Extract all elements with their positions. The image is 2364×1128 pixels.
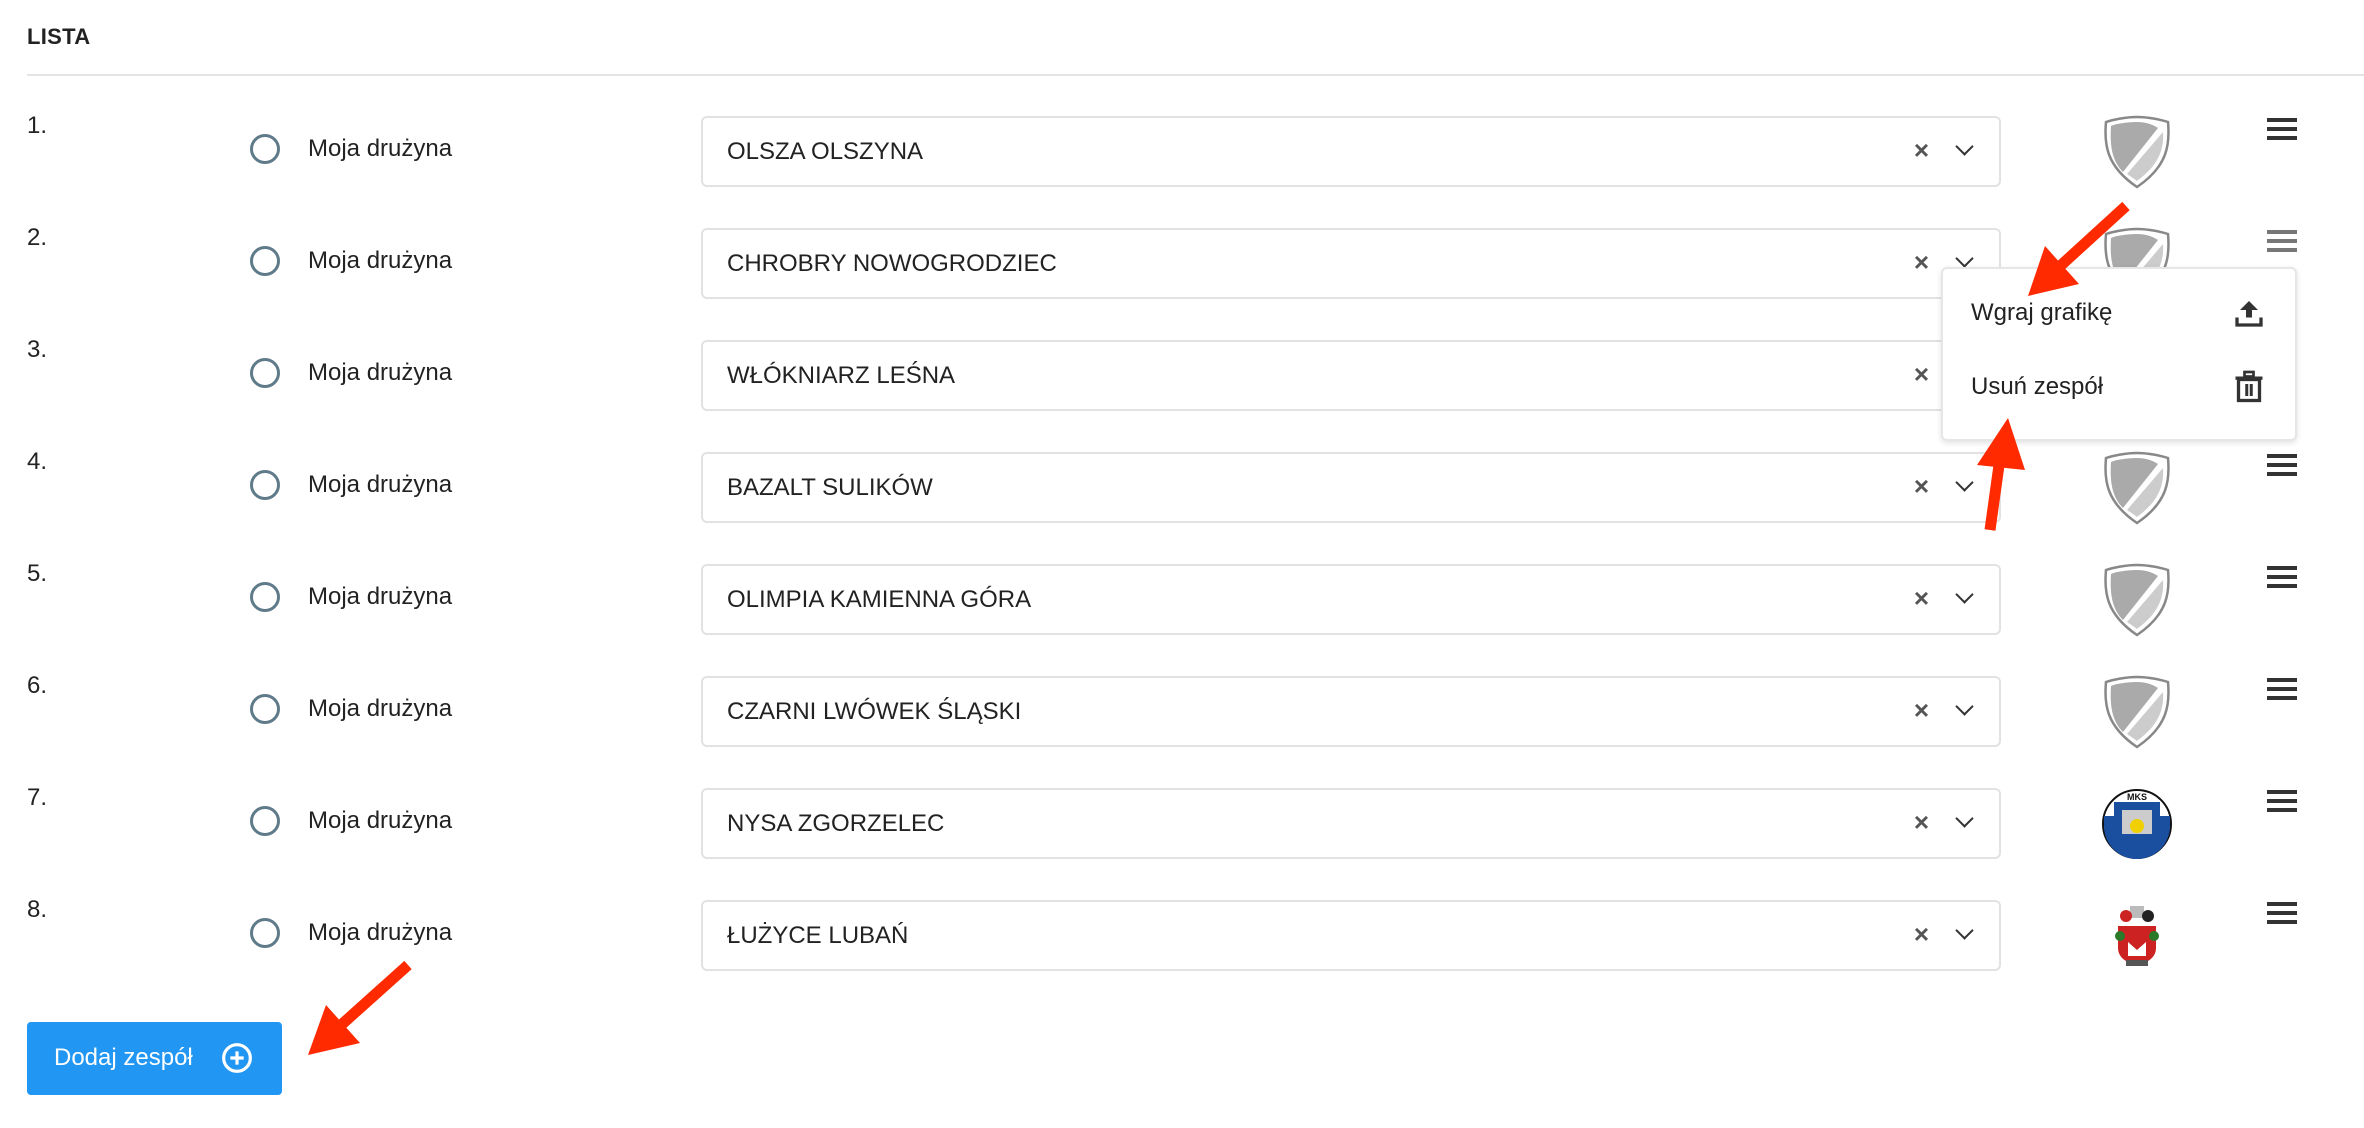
nysa-crest-icon: MKS <box>2102 789 2172 859</box>
my-team-label: Moja drużyna <box>308 135 453 162</box>
context-menu: Wgraj grafikę Usuń zespół <box>1941 267 2297 441</box>
team-number: 6. <box>27 672 48 699</box>
hamburger-menu-icon[interactable] <box>2267 902 2297 926</box>
my-team-radio[interactable] <box>250 694 280 724</box>
team-number: 4. <box>27 448 48 475</box>
team-select[interactable]: OLSZA OLSZYNA × <box>701 116 2001 187</box>
clear-icon[interactable]: × <box>1913 471 1929 501</box>
divider <box>27 74 2364 76</box>
team-crest <box>2100 114 2174 190</box>
my-team-radio[interactable] <box>250 246 280 276</box>
hamburger-menu-icon[interactable] <box>2267 566 2297 590</box>
my-team-label: Moja drużyna <box>308 471 453 498</box>
trash-icon <box>2235 370 2263 403</box>
svg-text:MKS: MKS <box>2127 792 2147 802</box>
default-crest-icon <box>2104 115 2170 189</box>
team-crest <box>2100 674 2174 750</box>
my-team-label: Moja drużyna <box>308 359 453 386</box>
team-select[interactable]: BAZALT SULIKÓW × <box>701 452 2001 523</box>
team-row: 8. Moja drużyna ŁUŻYCE LUBAŃ × <box>0 896 2364 974</box>
add-team-button[interactable]: Dodaj zespół <box>27 1022 282 1095</box>
my-team-label: Moja drużyna <box>308 247 453 274</box>
team-crest: MKS <box>2100 786 2174 862</box>
chevron-down-icon[interactable] <box>1955 137 1974 156</box>
team-row: 6. Moja drużyna CZARNI LWÓWEK ŚLĄSKI × <box>0 672 2364 750</box>
my-team-radio[interactable] <box>250 134 280 164</box>
team-select[interactable]: WŁÓKNIARZ LEŚNA × <box>701 340 2001 411</box>
team-select[interactable]: OLIMPIA KAMIENNA GÓRA × <box>701 564 2001 635</box>
team-select[interactable]: ŁUŻYCE LUBAŃ × <box>701 900 2001 971</box>
hamburger-menu-icon[interactable] <box>2267 454 2297 478</box>
my-team-radio[interactable] <box>250 582 280 612</box>
my-team-radio[interactable] <box>250 470 280 500</box>
menu-item-upload-graphic[interactable]: Wgraj grafikę <box>1943 279 2295 349</box>
clear-icon[interactable]: × <box>1913 695 1929 725</box>
default-crest-icon <box>2104 451 2170 525</box>
my-team-label: Moja drużyna <box>308 919 453 946</box>
team-row: 4. Moja drużyna BAZALT SULIKÓW × <box>0 448 2364 526</box>
team-select[interactable]: NYSA ZGORZELEC × <box>701 788 2001 859</box>
hamburger-menu-icon[interactable] <box>2267 678 2297 702</box>
team-number: 1. <box>27 112 48 139</box>
chevron-down-icon[interactable] <box>1955 697 1974 716</box>
menu-item-label: Usuń zespół <box>1971 373 2104 400</box>
team-row: 2. Moja drużyna CHROBRY NOWOGRODZIEC × <box>0 224 2364 301</box>
clear-icon[interactable]: × <box>1913 135 1929 165</box>
team-select-value: NYSA ZGORZELEC <box>727 810 945 837</box>
team-select-value: OLSZA OLSZYNA <box>727 138 924 165</box>
team-select[interactable]: CHROBRY NOWOGRODZIEC × <box>701 228 2001 299</box>
hamburger-menu-icon[interactable] <box>2267 790 2297 814</box>
team-number: 3. <box>27 336 48 363</box>
plus-circle-icon <box>222 1043 252 1073</box>
annotation-arrow <box>308 960 412 1055</box>
clear-icon[interactable]: × <box>1913 359 1929 389</box>
my-team-label: Moja drużyna <box>308 807 453 834</box>
team-select[interactable]: CZARNI LWÓWEK ŚLĄSKI × <box>701 676 2001 747</box>
team-select-value: WŁÓKNIARZ LEŚNA <box>727 362 956 389</box>
clear-icon[interactable]: × <box>1913 807 1929 837</box>
team-select-value: OLIMPIA KAMIENNA GÓRA <box>727 586 1032 613</box>
default-crest-icon <box>2104 675 2170 749</box>
chevron-down-icon[interactable] <box>1955 585 1974 604</box>
team-crest <box>2100 898 2174 974</box>
add-team-label: Dodaj zespół <box>54 1044 193 1071</box>
hamburger-menu-icon[interactable] <box>2267 230 2297 254</box>
menu-item-delete-team[interactable]: Usuń zespół <box>1943 353 2295 423</box>
team-crest <box>2100 450 2174 526</box>
chevron-down-icon[interactable] <box>1955 809 1974 828</box>
hamburger-menu-icon[interactable] <box>2267 118 2297 142</box>
my-team-radio[interactable] <box>250 918 280 948</box>
clear-icon[interactable]: × <box>1913 919 1929 949</box>
section-title: LISTA <box>27 24 91 49</box>
default-crest-icon <box>2104 563 2170 637</box>
team-row: 5. Moja drużyna OLIMPIA KAMIENNA GÓRA × <box>0 560 2364 638</box>
team-number: 7. <box>27 784 48 811</box>
team-select-value: BAZALT SULIKÓW <box>727 474 933 501</box>
team-select-value: CHROBRY NOWOGRODZIEC <box>727 250 1057 277</box>
my-team-label: Moja drużyna <box>308 583 453 610</box>
my-team-label: Moja drużyna <box>308 695 453 722</box>
chevron-down-icon[interactable] <box>1955 921 1974 940</box>
team-number: 5. <box>27 560 48 587</box>
luzyce-crest-icon <box>2115 906 2159 966</box>
clear-icon[interactable]: × <box>1913 583 1929 613</box>
team-row: 1. Moja drużyna OLSZA OLSZYNA × <box>0 112 2364 190</box>
upload-icon <box>2235 301 2263 327</box>
chevron-down-icon[interactable] <box>1955 249 1974 268</box>
team-row: 7. Moja drużyna NYSA ZGORZELEC × MKS <box>0 784 2364 862</box>
team-crest <box>2100 562 2174 638</box>
my-team-radio[interactable] <box>250 358 280 388</box>
team-number: 2. <box>27 224 48 251</box>
chevron-down-icon[interactable] <box>1955 473 1974 492</box>
menu-item-label: Wgraj grafikę <box>1971 299 2113 326</box>
my-team-radio[interactable] <box>250 806 280 836</box>
team-select-value: ŁUŻYCE LUBAŃ <box>727 922 909 949</box>
team-select-value: CZARNI LWÓWEK ŚLĄSKI <box>727 698 1022 725</box>
team-number: 8. <box>27 896 48 923</box>
clear-icon[interactable]: × <box>1913 247 1929 277</box>
